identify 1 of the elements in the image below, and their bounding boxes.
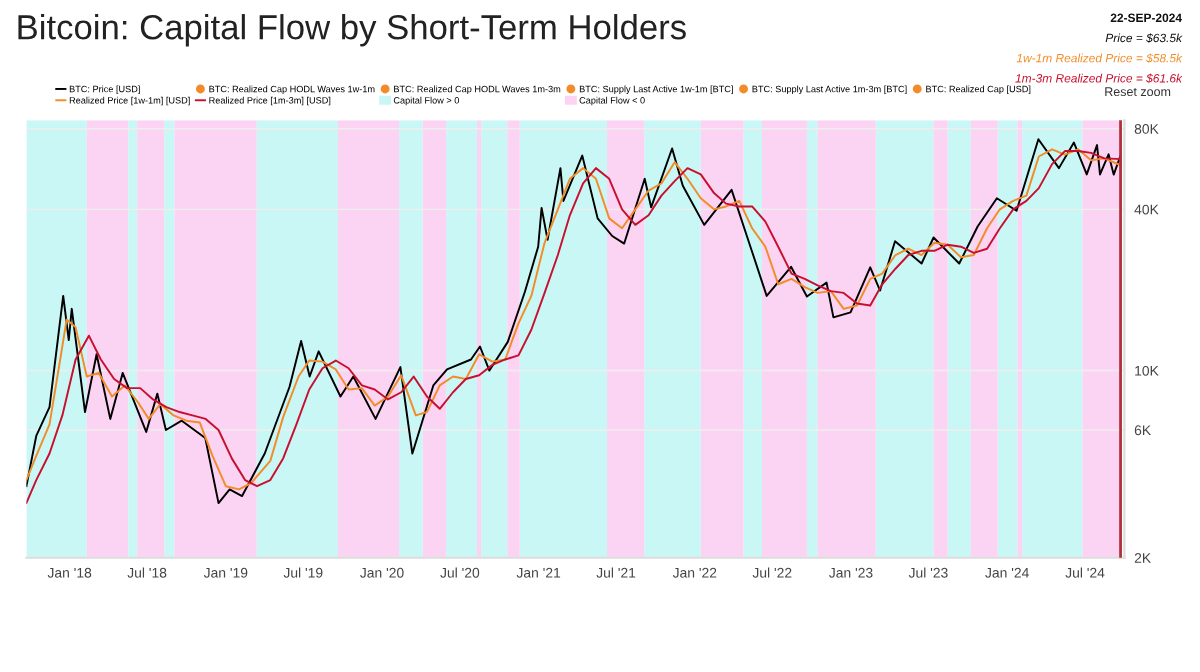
chart-title: Bitcoin: Capital Flow by Short-Term Holders <box>18 14 686 47</box>
